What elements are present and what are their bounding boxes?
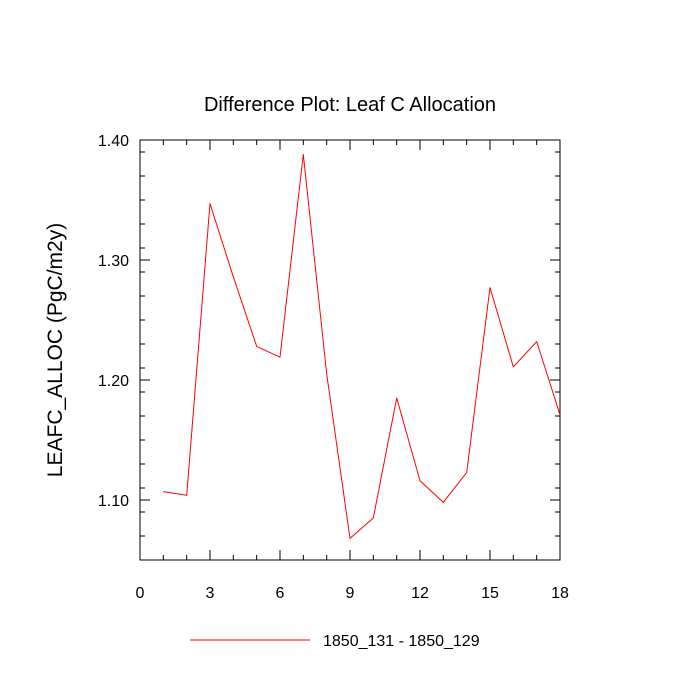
plot-frame bbox=[139, 139, 561, 561]
axis-ticks bbox=[139, 139, 561, 561]
x-tick-label: 9 bbox=[346, 585, 355, 602]
y-tick-label: 1.40 bbox=[98, 133, 129, 150]
x-tick-label: 15 bbox=[481, 585, 499, 602]
series-line bbox=[163, 153, 561, 539]
legend-label: 1850_131 - 1850_129 bbox=[323, 633, 480, 650]
y-tick-label: 1.30 bbox=[98, 253, 129, 270]
y-tick-label: 1.20 bbox=[98, 373, 129, 390]
x-tick-label: 0 bbox=[136, 585, 145, 602]
x-tick-label: 18 bbox=[551, 585, 569, 602]
chart-title: Difference Plot: Leaf C Allocation bbox=[204, 94, 496, 116]
legend: 1850_131 - 1850_129 bbox=[190, 633, 480, 650]
axis-tick-labels: 0 3 6 9 12 15 18 1.10 1.20 1.30 1.40 bbox=[98, 133, 569, 602]
x-tick-label: 3 bbox=[206, 585, 215, 602]
y-axis-label: LEAFC_ALLOC (PgC/m2y) bbox=[44, 223, 67, 477]
y-tick-label: 1.10 bbox=[98, 493, 129, 510]
x-tick-label: 12 bbox=[411, 585, 429, 602]
x-tick-label: 6 bbox=[276, 585, 285, 602]
series-lines bbox=[163, 153, 561, 539]
